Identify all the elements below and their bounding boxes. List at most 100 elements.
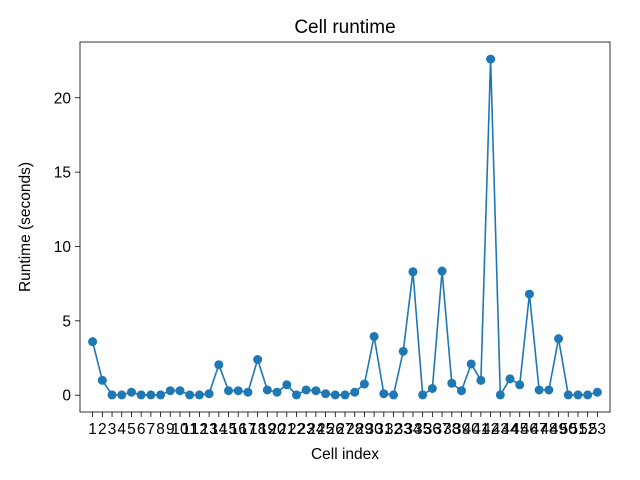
data-point <box>447 378 457 388</box>
axes-frame <box>79 41 611 413</box>
x-tick-label: 52 <box>579 421 596 438</box>
data-point <box>224 386 234 396</box>
data-point <box>505 374 515 384</box>
data-point <box>253 355 263 364</box>
x-tick-label: 5 <box>127 421 136 438</box>
x-tick-label: 15 <box>220 421 237 438</box>
x-tick-label: 4 <box>117 421 126 438</box>
data-point <box>563 390 573 400</box>
x-tick-label: 29 <box>356 421 373 438</box>
data-point <box>408 267 418 277</box>
x-tick-label: 47 <box>531 421 548 438</box>
x-tick-label: 36 <box>424 421 441 438</box>
data-point <box>321 389 331 399</box>
x-tick-label: 20 <box>268 421 286 438</box>
x-tick-label: 11 <box>182 421 198 438</box>
x-tick-label: 23 <box>298 421 315 438</box>
x-tick-label: 25 <box>317 421 334 438</box>
x-tick-label: 48 <box>540 421 557 438</box>
x-tick-label: 3 <box>108 421 117 438</box>
x-tick-label: 27 <box>336 421 353 438</box>
y-tick-label: 15 <box>54 165 71 182</box>
chart-title: Cell runtime <box>294 17 395 38</box>
data-point <box>136 390 146 400</box>
data-point <box>88 337 98 347</box>
x-tick-label: 16 <box>230 421 247 438</box>
x-tick-label: 45 <box>511 421 528 438</box>
series-line <box>91 58 598 396</box>
data-point <box>214 360 224 370</box>
data-point <box>369 331 379 341</box>
data-point <box>437 266 447 276</box>
data-point <box>262 385 272 395</box>
data-point <box>418 390 428 400</box>
y-axis-label: Runtime (seconds) <box>17 162 34 292</box>
data-point <box>524 289 534 299</box>
y-tick-label: 10 <box>54 239 72 256</box>
data-point <box>156 390 166 400</box>
x-tick-label: 21 <box>278 421 295 438</box>
x-tick-label: 6 <box>137 421 146 438</box>
data-point <box>107 390 117 400</box>
y-tick-label: 20 <box>54 90 72 107</box>
x-tick-label: 17 <box>239 421 256 438</box>
x-tick-label: 26 <box>327 421 344 438</box>
x-tick-label: 41 <box>472 421 489 438</box>
data-point <box>583 390 593 400</box>
data-point <box>117 390 127 400</box>
data-point <box>379 389 389 399</box>
x-tick-label: 49 <box>550 421 567 438</box>
x-tick-label: 19 <box>259 421 276 438</box>
data-point <box>330 390 340 400</box>
x-tick-label: 38 <box>443 421 460 438</box>
x-tick-label: 33 <box>395 421 412 438</box>
x-tick-label: 53 <box>589 421 606 438</box>
x-tick-label: 10 <box>171 421 189 438</box>
data-point <box>165 386 175 396</box>
x-tick-label: 50 <box>560 421 578 438</box>
x-tick-label: 1 <box>88 421 97 438</box>
x-tick-label: 43 <box>492 421 509 438</box>
x-tick-label: 46 <box>521 421 538 438</box>
data-point <box>534 385 544 395</box>
data-point <box>282 380 292 390</box>
x-tick-label: 18 <box>249 421 266 438</box>
data-point <box>291 390 301 400</box>
data-point <box>126 387 136 397</box>
x-tick-label: 40 <box>463 421 481 438</box>
data-point <box>592 387 602 397</box>
x-tick-label: 22 <box>288 421 305 438</box>
x-tick-label: 13 <box>200 421 217 438</box>
data-point <box>97 375 107 385</box>
data-point <box>427 384 437 393</box>
x-tick-label: 42 <box>482 421 499 438</box>
data-point <box>573 390 583 400</box>
data-point <box>311 386 321 396</box>
data-point <box>456 386 466 396</box>
x-tick-label: 31 <box>375 421 392 438</box>
x-tick-label: 35 <box>414 421 431 438</box>
x-tick-label: 24 <box>307 421 325 438</box>
x-tick-label: 32 <box>385 421 402 438</box>
y-tick-label: 5 <box>62 313 71 330</box>
x-tick-label: 44 <box>501 421 519 438</box>
x-axis-label: Cell index <box>311 446 379 463</box>
data-point <box>175 386 185 396</box>
data-point <box>301 385 311 395</box>
x-tick-label: 12 <box>191 421 208 438</box>
data-point <box>340 390 350 400</box>
data-point <box>389 390 399 400</box>
data-point <box>486 54 496 64</box>
data-point <box>554 334 564 344</box>
data-point <box>398 346 408 356</box>
x-tick-label: 37 <box>433 421 450 438</box>
x-tick-label: 39 <box>453 421 470 438</box>
data-point <box>146 390 156 400</box>
x-tick-label: 7 <box>147 421 156 438</box>
data-point <box>185 390 195 400</box>
data-point <box>243 387 253 397</box>
data-point <box>544 385 554 395</box>
x-tick-label: 2 <box>98 421 107 438</box>
